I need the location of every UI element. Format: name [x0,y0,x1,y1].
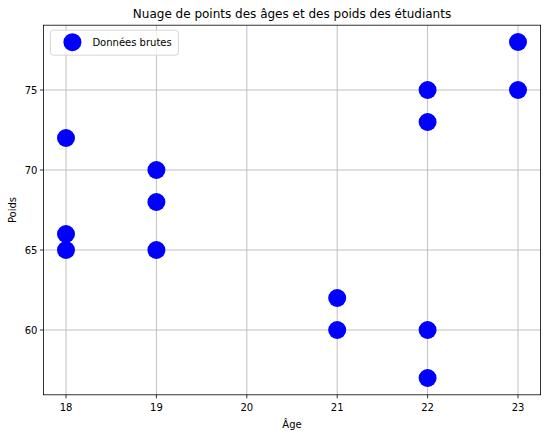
title: Nuage de points des âges et des poids de… [133,7,451,21]
x-tick-label: 20 [240,402,253,413]
x-tick [246,395,247,399]
point [147,241,165,259]
point [509,81,527,99]
point [419,321,437,339]
y-tick [40,170,44,171]
chart-svg: 18 19 20 21 22 23 60 65 70 75 Nuage de points des … [0,0,554,433]
point [509,33,527,51]
legend-label: Données brutes [92,37,171,48]
x-tick-label: 23 [512,402,525,413]
y-tick-label: 75 [25,85,38,96]
x-tick [518,395,519,399]
y-grid-line [43,330,540,331]
x-tick [427,395,428,399]
x-grid-line [518,25,519,395]
y-grid-line [43,170,540,171]
x-tick [156,395,157,399]
y-tick-label: 65 [25,245,38,256]
point [328,321,346,339]
legend: Données brutes [50,30,178,55]
x-tick-label: 19 [150,402,163,413]
plot-area [57,33,527,387]
point [419,81,437,99]
x-grid-line [427,25,428,395]
point [57,129,75,147]
y-tick [40,250,44,251]
point [147,193,165,211]
point [57,241,75,259]
legend-box [50,30,178,55]
x-grid-line [66,25,67,395]
plot-frame [43,25,540,395]
x-grid-line [337,25,338,395]
x-tick [66,395,67,399]
y-tick [40,330,44,331]
y-tick-label: 60 [25,325,38,336]
x-tick-label: 18 [60,402,73,413]
legend-marker [63,33,81,51]
point [57,225,75,243]
y-tick-label: 70 [25,165,38,176]
chart-container: 18 19 20 21 22 23 60 65 70 75 Nuage de points des … [0,0,554,433]
x-tick-label: 21 [331,402,344,413]
y-axis-label: Poids [7,197,18,223]
y-grid-line [43,90,540,91]
point [328,289,346,307]
y-tick [40,90,44,91]
point [419,369,437,387]
x-grid-line [246,25,247,395]
x-tick [337,395,338,399]
background [0,0,554,433]
point [147,161,165,179]
point [419,113,437,131]
x-tick-label: 22 [421,402,434,413]
y-grid-line [43,250,540,251]
x-axis-label: Âge [282,418,301,430]
